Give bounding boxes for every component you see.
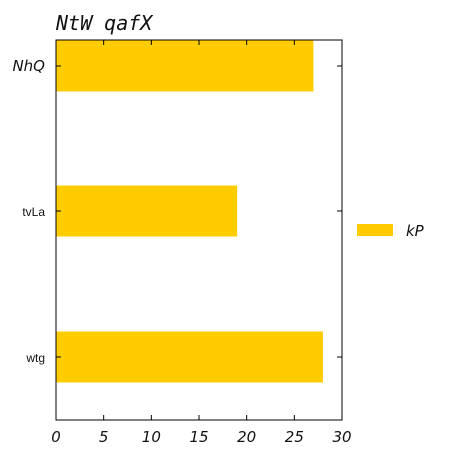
y-tick-label: wtg <box>25 351 45 365</box>
bar-NhQ <box>56 40 314 92</box>
x-tick-label: 10 <box>142 428 161 446</box>
y-tick-label: tvLa <box>22 205 45 219</box>
legend: kP <box>357 222 425 240</box>
x-tick-label: 25 <box>285 428 304 446</box>
x-tick-label: 20 <box>237 428 256 446</box>
x-tick-label: 30 <box>332 428 351 446</box>
x-tick-label: 15 <box>189 428 208 446</box>
plot-area: NhQ tvLa wtg 0 5 10 15 20 25 30 <box>12 39 352 446</box>
bar-tvLa <box>56 185 238 237</box>
bar-wtg <box>56 331 323 383</box>
y-tick-label: NhQ <box>12 57 45 75</box>
x-tick-label: 5 <box>99 428 109 446</box>
legend-label: kP <box>406 222 425 240</box>
chart-title: NtW qafX <box>55 11 154 35</box>
plot-frame <box>55 39 343 421</box>
x-tick-label: 0 <box>51 428 61 446</box>
legend-swatch <box>357 224 393 236</box>
